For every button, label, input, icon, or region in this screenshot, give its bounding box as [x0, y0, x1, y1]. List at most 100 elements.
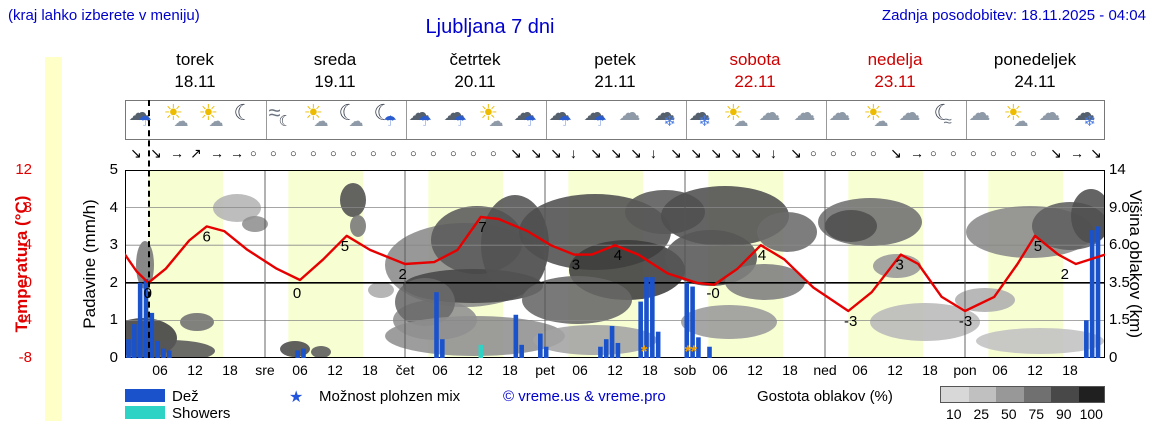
wind-symbol: ↘: [690, 145, 702, 161]
wind-symbol: ↘: [610, 145, 622, 161]
day-name: petek: [594, 50, 636, 69]
cloud-tick: 3.5: [1109, 273, 1130, 291]
x-tick: 12: [327, 362, 343, 378]
precip-axis-label: Padavine (mm/h): [80, 199, 99, 329]
cloud-blob: [533, 325, 657, 355]
x-tick: 06: [152, 362, 168, 378]
x-tick: 12: [887, 362, 903, 378]
wind-symbol: ↓: [650, 145, 657, 161]
cloud-blob: [870, 303, 980, 341]
temperature-value: 6: [202, 228, 210, 245]
plot-border: [125, 170, 1105, 358]
cloud-icon: ☁: [828, 100, 851, 125]
cloud-tick: 14: [1109, 161, 1126, 178]
rain-label: Dež: [172, 388, 199, 405]
rain-bar: [684, 282, 690, 358]
day-separator: [966, 101, 967, 139]
wind-symbol: ↘: [130, 145, 142, 161]
rain-bar: [440, 339, 445, 358]
weather-icon: ☁ ❄: [1072, 102, 1106, 140]
density-tick: 100: [1079, 406, 1103, 422]
temperature-value: 5: [1034, 238, 1042, 255]
x-tick: 12: [187, 362, 203, 378]
cloud-icon: ☁: [618, 100, 641, 125]
weather-icon: ☀ ☁: [477, 102, 511, 140]
rain-bar: [161, 348, 166, 358]
day-separator: [826, 101, 827, 139]
wind-symbol: ↘: [590, 145, 602, 161]
x-tick: 06: [572, 362, 588, 378]
day-date: 21.11: [594, 72, 636, 91]
weather-icon: ☁ ☂: [512, 102, 546, 140]
weather-icon: ☁ ☂: [442, 102, 476, 140]
rain-bar: [615, 342, 621, 358]
cloud-blob: [681, 305, 777, 339]
wind-symbol: ○: [430, 148, 437, 160]
cloud-blob: [311, 346, 331, 358]
rain-swatch: [125, 389, 165, 402]
rain-icon: ☂: [593, 113, 607, 130]
wind-symbol: ↓: [570, 145, 577, 161]
weather-icon: ☁ ☂: [407, 102, 441, 140]
density-segment: [1023, 387, 1051, 402]
cloud-density-scale: [940, 386, 1105, 403]
rain-bar: [598, 346, 603, 358]
cloud-icon: ☁: [348, 113, 364, 130]
temperature-value: -3: [844, 313, 857, 330]
rain-bar: [603, 339, 609, 358]
cloud-blob: [340, 183, 366, 217]
weather-icon: ☾ ☁: [337, 102, 371, 140]
wind-symbol: ○: [490, 148, 497, 160]
day-separator: [406, 101, 407, 139]
weather-icon: ☾ ☂: [372, 102, 406, 140]
cloud-blob: [825, 210, 877, 242]
sun-icon: ☀: [198, 100, 219, 125]
wind-symbol: ↘: [670, 145, 682, 161]
wind-symbol: ○: [950, 148, 957, 160]
temperature-value: 0: [293, 285, 301, 302]
day-date: 20.11: [454, 72, 496, 91]
wind-symbol: ↘: [790, 145, 802, 161]
moon-icon: ☾: [933, 100, 954, 125]
density-segment: [1078, 387, 1104, 402]
rain-bar: [137, 282, 143, 358]
cloud-blob: [213, 194, 261, 222]
cloud-icon: ☁: [793, 100, 816, 125]
x-tick: 18: [922, 362, 938, 378]
rain-bar: [650, 277, 655, 358]
temp-tick: 12: [15, 161, 32, 178]
weather-icon: ☀ ☁: [302, 102, 336, 140]
weather-icon: ☀ ☁: [722, 102, 756, 140]
weather-icon-band: ☁ ☂ ☀ ☁ ☀ ☁ ☾ ≈ ☾ ☀ ☁ ☾ ☁ ☾ ☂ ☁ ☂ ☁ ☂ ☀ ☁ ☁ ☂ ☁ ☂ ☁ ☂ ☁ ☁ ❄ ☁ ❄ ☀ ☁ ☁ ☁ ☁ ☀ ☁ ☁…: [125, 100, 1105, 140]
wind-symbol: ○: [350, 148, 357, 160]
wind-symbol: ↘: [730, 145, 742, 161]
precip-tick: 3: [109, 236, 118, 254]
cloud-icon: ☁: [1013, 113, 1029, 130]
rain-bar: [644, 277, 649, 358]
weather-icon: ☁: [757, 102, 791, 140]
x-tick: 18: [642, 362, 658, 378]
temperature-value: 2: [1061, 266, 1069, 283]
cloud-blob: [180, 313, 214, 331]
snow-icon: ❄: [698, 113, 712, 130]
day-date: 18.11: [174, 72, 216, 91]
wind-symbol: ↘: [1090, 145, 1102, 161]
density-segment: [941, 387, 969, 402]
temperature-value: 2: [398, 266, 406, 283]
x-tick: 18: [502, 362, 518, 378]
cloud-icon: ☁: [873, 113, 889, 130]
cloud-density-label: Gostota oblakov (%): [757, 388, 893, 405]
density-tick: 90: [1055, 406, 1072, 422]
wind-symbol: ○: [850, 148, 857, 160]
temperature-line: [125, 215, 1105, 313]
wind-symbol: ○: [310, 148, 317, 160]
x-tick: 12: [607, 362, 623, 378]
wind-symbol: ○: [970, 148, 977, 160]
day-name: četrtek: [449, 50, 501, 69]
rain-icon: ☂: [523, 113, 537, 130]
rain-bar: [295, 350, 300, 358]
rain-icon: ☂: [418, 113, 432, 130]
wind-symbol: ○: [830, 148, 837, 160]
sun-icon: ☀: [478, 100, 499, 125]
